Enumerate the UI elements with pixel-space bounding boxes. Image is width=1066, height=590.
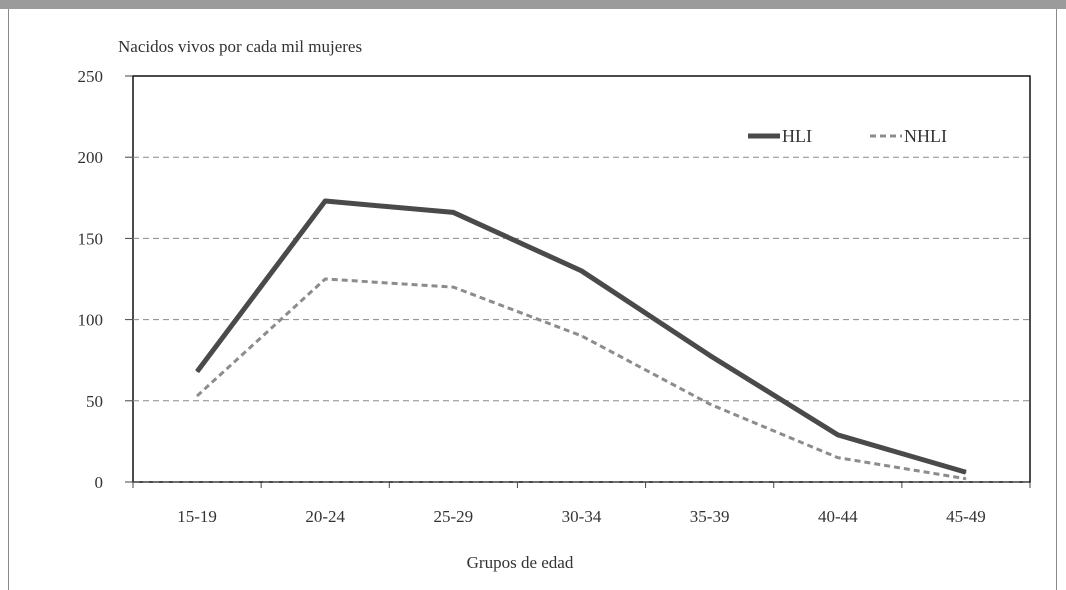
x-tick-label: 30-34: [562, 507, 602, 526]
y-tick-label: 150: [78, 229, 104, 248]
legend-label-nhli: NHLI: [904, 126, 947, 146]
data-point-hli: [965, 471, 967, 473]
plot-frame: [132, 75, 1031, 483]
x-tick-label: 45-49: [946, 507, 986, 526]
y-axis-label: Nacidos vivos por cada mil mujeres: [118, 37, 362, 56]
data-point-nhli: [581, 335, 582, 337]
data-point-nhli: [324, 278, 326, 280]
data-point-hli: [452, 211, 454, 213]
left-border: [8, 9, 9, 590]
y-tick-label: 200: [78, 148, 104, 167]
data-point-hli: [324, 200, 326, 202]
x-axis-label: Grupos de edad: [467, 553, 574, 572]
x-tick-label: 25-29: [434, 507, 474, 526]
y-tick-label: 250: [78, 67, 104, 86]
x-tick-label: 40-44: [818, 507, 858, 526]
data-point-hli: [709, 354, 711, 356]
data-point-nhli: [452, 286, 454, 288]
x-tick-label: 20-24: [305, 507, 345, 526]
data-point-nhli: [965, 478, 967, 480]
right-border: [1056, 9, 1057, 590]
x-tick-label: 15-19: [177, 507, 217, 526]
header-bar: [0, 0, 1066, 9]
series-line-nhli: [196, 277, 967, 481]
y-tick-label: 0: [95, 473, 104, 492]
series-line-hli: [195, 198, 967, 475]
data-point-hli: [581, 270, 582, 272]
y-tick-label: 50: [86, 392, 103, 411]
x-tick-label: 35-39: [690, 507, 730, 526]
data-point-hli: [837, 434, 839, 436]
data-point-nhli: [709, 403, 711, 405]
y-tick-label: 100: [78, 311, 104, 330]
legend-label-hli: HLI: [782, 126, 812, 146]
data-point-nhli: [196, 395, 198, 397]
data-point-hli: [196, 371, 198, 373]
data-point-nhli: [837, 457, 839, 459]
